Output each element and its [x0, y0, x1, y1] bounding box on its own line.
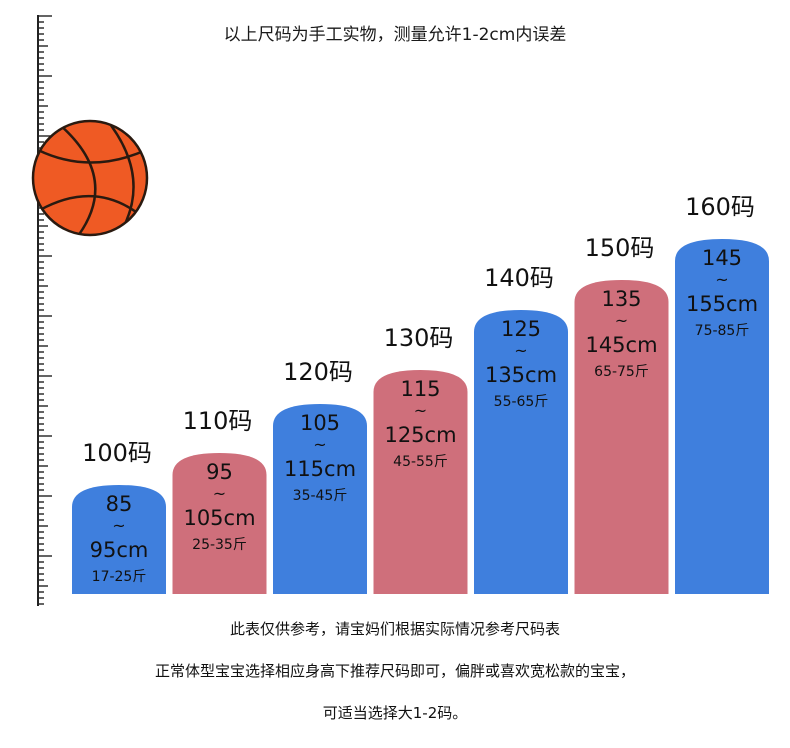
height-min: 135	[601, 287, 641, 311]
bars-group: 100码85~95cm17-25斤110码95~105cm25-35斤120码1…	[72, 193, 769, 594]
bar-shape	[273, 404, 367, 594]
bar-shape	[675, 239, 769, 594]
size-bar-0: 100码 85~95cm 17-25斤	[72, 439, 166, 594]
size-bar-2: 120码 105~115cm 35-45斤	[273, 358, 367, 594]
size-label: 150码	[585, 234, 655, 262]
range-tilde: ~	[213, 484, 226, 503]
size-bar-4: 140码 125~135cm 55-65斤	[474, 264, 568, 594]
range-tilde: ~	[615, 311, 628, 330]
height-min: 85	[106, 492, 133, 516]
height-min: 125	[501, 317, 541, 341]
weight-range: 17-25斤	[92, 569, 147, 585]
range-tilde: ~	[112, 516, 125, 535]
measurement-note: 以上尺码为手工实物，测量允许1-2cm内误差	[223, 25, 567, 45]
height-min: 145	[702, 246, 742, 270]
height-min: 115	[400, 377, 440, 401]
size-label: 160码	[685, 193, 755, 221]
size-bar-5: 150码 135~145cm 65-75斤	[574, 234, 669, 594]
bar-shape	[72, 485, 166, 594]
height-max: 145cm	[585, 333, 657, 357]
bar-shape	[474, 310, 568, 594]
weight-range: 65-75斤	[594, 364, 649, 380]
size-bar-3: 130码 115~125cm 45-55斤	[373, 324, 468, 594]
height-min: 95	[206, 460, 233, 484]
size-bar-6: 160码 145~155cm 75-85斤	[675, 193, 769, 594]
height-max: 115cm	[284, 457, 356, 481]
height-max: 135cm	[485, 363, 557, 387]
weight-range: 35-45斤	[293, 488, 348, 504]
weight-range: 45-55斤	[393, 454, 448, 470]
weight-range: 55-65斤	[494, 394, 549, 410]
bar-shape	[574, 280, 669, 594]
ruler-icon	[37, 15, 52, 606]
bar-shape	[373, 370, 468, 594]
footer-note-3: 可适当选择大1-2码。	[322, 704, 468, 722]
size-bar-1: 110码 95~105cm 25-35斤	[172, 407, 267, 594]
height-max: 155cm	[686, 292, 758, 316]
size-label: 110码	[183, 407, 253, 435]
footer-note-2: 正常体型宝宝选择相应身高下推荐尺码即可，偏胖或喜欢宽松款的宝宝，	[154, 662, 635, 680]
range-tilde: ~	[715, 270, 728, 289]
size-label: 130码	[384, 324, 454, 352]
weight-range: 25-35斤	[192, 537, 247, 553]
footer-note-1: 此表仅供参考，请宝妈们根据实际情况参考尺码表	[229, 620, 560, 638]
size-label: 100码	[82, 439, 152, 467]
range-tilde: ~	[414, 401, 427, 420]
range-tilde: ~	[313, 435, 326, 454]
height-max: 95cm	[90, 538, 149, 562]
size-label: 120码	[283, 358, 353, 386]
height-max: 125cm	[384, 423, 456, 447]
weight-range: 75-85斤	[695, 323, 750, 339]
height-max: 105cm	[183, 506, 255, 530]
size-label: 140码	[484, 264, 554, 292]
height-min: 105	[300, 411, 340, 435]
basketball-icon	[31, 119, 149, 237]
range-tilde: ~	[514, 341, 527, 360]
bar-shape	[172, 453, 267, 594]
